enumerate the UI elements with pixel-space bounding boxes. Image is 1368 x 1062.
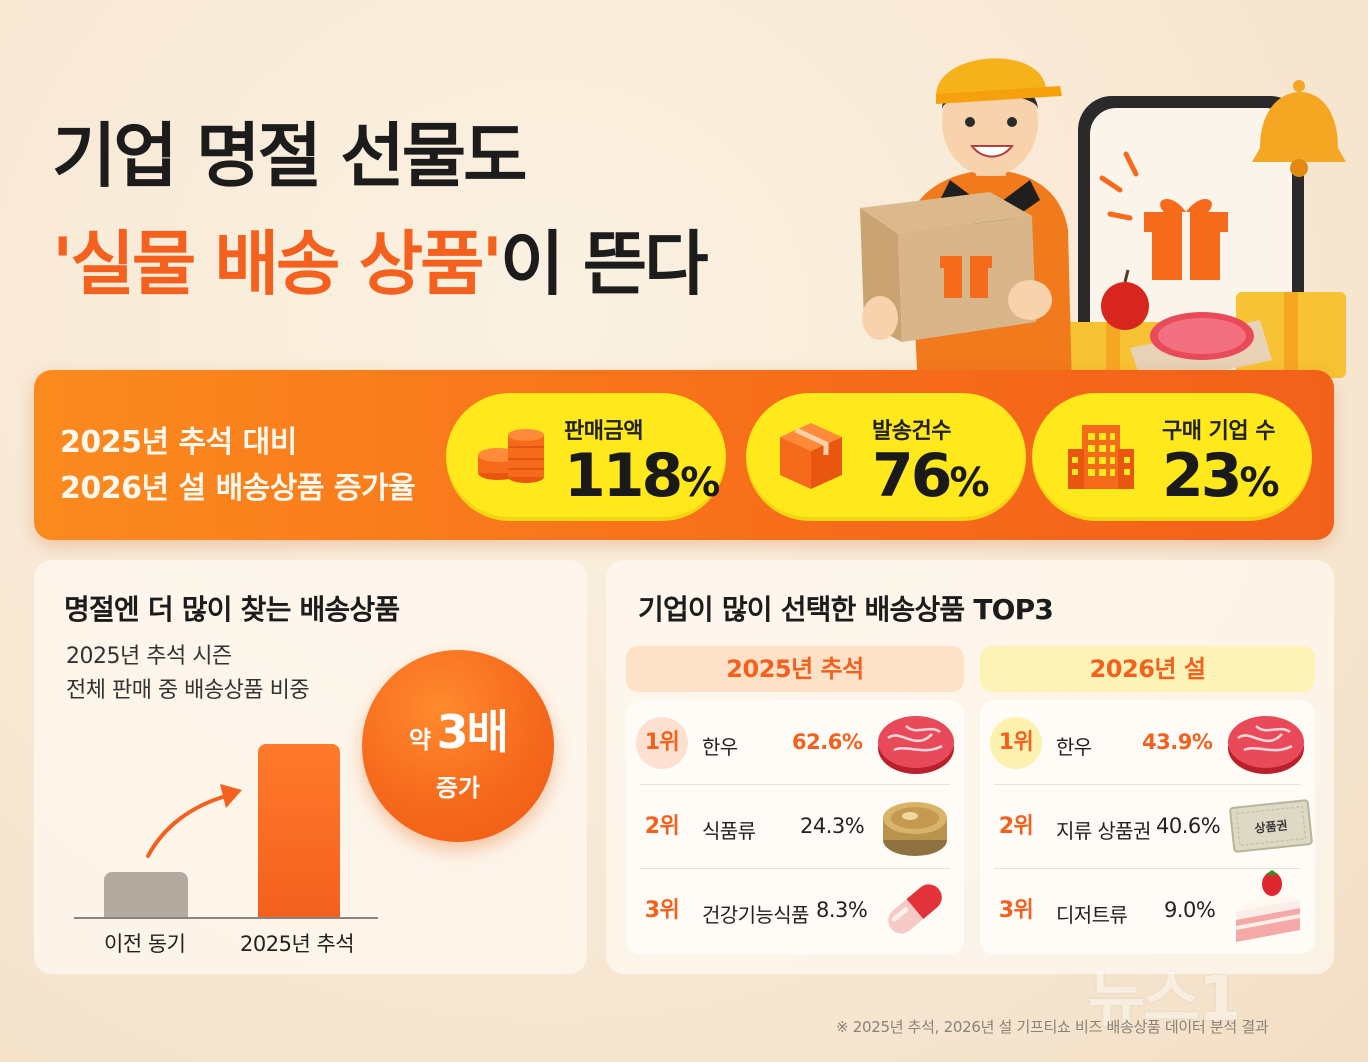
headline-rest: 이 뜬다 <box>500 223 709 305</box>
rank-badge: 2위 <box>998 814 1034 839</box>
rank-badge: 1위 <box>636 717 688 769</box>
top3-title: 기업이 많이 선택한 배송상품 TOP3 <box>638 593 1054 626</box>
three-times-bubble: 약 3배 증가 <box>362 650 554 842</box>
rank-badge: 2위 <box>644 814 680 839</box>
source-footnote: ※ 2025년 추석, 2026년 설 기프티쇼 비즈 배송상품 데이터 분석 … <box>836 1018 1269 1036</box>
item-name: 한우 <box>702 735 738 759</box>
row-divider <box>994 784 1300 785</box>
subtitle-line1: 2025년 추석 시즌 <box>66 644 232 669</box>
bubble-value: 3배 <box>436 705 509 759</box>
parcel-box-icon <box>780 423 842 489</box>
item-percent: 43.9% <box>1142 730 1213 754</box>
capsule-pill-icon <box>888 884 942 934</box>
item-percent: 62.6% <box>792 730 863 754</box>
item-percent: 40.6% <box>1156 814 1221 838</box>
headline-line1: 기업 명절 선물도 <box>52 115 528 197</box>
banner-label-line2: 2026년 설 배송상품 증가율 <box>60 471 416 506</box>
rank-badge: 1위 <box>990 717 1042 769</box>
subtitle-line2: 전체 판매 중 배송상품 비중 <box>66 678 310 703</box>
bar-2025-chuseok <box>258 744 340 918</box>
rank-badge: 3위 <box>644 898 680 923</box>
item-percent: 24.3% <box>800 814 865 838</box>
item-percent: 9.0% <box>1164 898 1216 922</box>
stat-label: 판매금액 <box>564 419 643 444</box>
banner-label: 2025년 추석 대비 2026년 설 배송상품 증가율 <box>60 420 416 512</box>
bell-icon <box>1252 80 1346 177</box>
stat-value: 118% <box>564 441 721 511</box>
gift-icon <box>1144 198 1228 280</box>
headline-line2: '실물 배송 상품'이 뜬다 <box>52 223 709 305</box>
chart-baseline <box>74 917 378 919</box>
bar-previous-period <box>104 872 188 918</box>
row-divider <box>640 784 950 785</box>
bubble-suffix: 증가 <box>435 774 481 802</box>
item-percent: 8.3% <box>816 898 868 922</box>
coins-icon <box>478 429 544 483</box>
stat-value: 76% <box>872 441 990 511</box>
item-name: 한우 <box>1056 735 1092 759</box>
stat-label: 발송건수 <box>872 419 951 444</box>
increase-arrow-icon <box>146 784 242 858</box>
rank-badge: 3위 <box>998 898 1034 923</box>
gift-voucher-icon: 상품권 <box>1229 799 1313 853</box>
stat-label: 구매 기업 수 <box>1162 419 1276 444</box>
delivery-share-subtitle: 2025년 추석 시즌 전체 판매 중 배송상품 비중 <box>66 640 310 708</box>
banner-label-line1: 2025년 추석 대비 <box>60 425 297 460</box>
stat-sales-amount: 판매금액 118% <box>446 393 726 521</box>
stat-value: 23% <box>1162 441 1280 511</box>
headline-highlight: '실물 배송 상품' <box>52 223 503 305</box>
delivery-person-illustration <box>860 58 1346 390</box>
building-icon <box>1068 425 1134 489</box>
x-label-previous: 이전 동기 <box>104 932 186 956</box>
delivery-share-title: 명절엔 더 많이 찾는 배송상품 <box>64 593 400 626</box>
beef-steak-icon <box>1228 716 1304 774</box>
stat-shipments: 발송건수 76% <box>746 393 1026 521</box>
canned-food-icon <box>883 802 947 856</box>
svg-text:상품권: 상품권 <box>1254 817 1289 835</box>
item-name: 디저트류 <box>1056 903 1128 927</box>
x-label-2025: 2025년 추석 <box>240 932 355 956</box>
item-name: 건강기능식품 <box>702 903 809 927</box>
stat-purchasing-companies: 구매 기업 수 23% <box>1032 393 1312 521</box>
bubble-prefix: 약 <box>409 726 432 754</box>
column-header-2025-chuseok: 2025년 추석 <box>626 646 964 692</box>
item-name: 지류 상품권 <box>1056 819 1151 843</box>
row-divider <box>640 868 950 869</box>
beef-steak-icon <box>878 716 954 774</box>
column-header-2026-seol: 2026년 설 <box>980 646 1315 692</box>
row-divider <box>994 868 1300 869</box>
news1-watermark: 뉴스1 <box>1088 962 1241 1035</box>
item-name: 식품류 <box>702 819 756 843</box>
strawberry-cake-icon <box>1236 870 1300 942</box>
